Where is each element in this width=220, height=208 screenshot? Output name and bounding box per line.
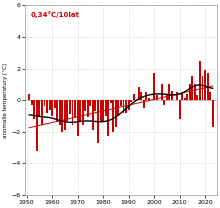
Bar: [163, 100, 165, 105]
Bar: [179, 100, 181, 119]
Bar: [31, 100, 33, 105]
Bar: [212, 100, 214, 127]
Bar: [82, 100, 84, 125]
Bar: [166, 95, 168, 100]
Bar: [184, 99, 186, 100]
Bar: [59, 100, 61, 125]
Bar: [209, 92, 211, 100]
Bar: [92, 100, 94, 130]
Bar: [110, 100, 112, 103]
Bar: [36, 100, 38, 151]
Bar: [138, 87, 140, 100]
Bar: [148, 99, 150, 100]
Bar: [207, 73, 209, 100]
Bar: [44, 100, 46, 106]
Bar: [133, 94, 135, 100]
Bar: [97, 100, 99, 143]
Bar: [87, 100, 89, 117]
Bar: [46, 100, 48, 113]
Bar: [84, 100, 86, 111]
Bar: [202, 76, 204, 100]
Bar: [161, 84, 163, 100]
Bar: [181, 92, 183, 100]
Bar: [38, 100, 40, 117]
Bar: [64, 100, 66, 130]
Bar: [72, 100, 73, 125]
Bar: [115, 100, 117, 127]
Bar: [56, 100, 58, 122]
Bar: [49, 100, 51, 110]
Bar: [196, 95, 198, 100]
Bar: [156, 95, 158, 100]
Bar: [120, 100, 122, 106]
Bar: [102, 100, 104, 122]
Bar: [140, 92, 142, 100]
Bar: [153, 73, 155, 100]
Bar: [125, 100, 127, 113]
Text: 0,34°C/10lat: 0,34°C/10lat: [31, 11, 80, 18]
Bar: [176, 92, 178, 100]
Bar: [171, 91, 173, 100]
Bar: [189, 84, 191, 100]
Y-axis label: anomalie temperatury [°C]: anomalie temperatury [°C]: [4, 63, 9, 137]
Bar: [28, 94, 30, 100]
Bar: [77, 100, 79, 136]
Bar: [194, 84, 196, 100]
Bar: [89, 100, 91, 106]
Bar: [112, 100, 114, 132]
Bar: [74, 100, 76, 117]
Bar: [79, 100, 81, 121]
Bar: [51, 100, 53, 116]
Bar: [169, 84, 170, 100]
Bar: [130, 100, 132, 102]
Bar: [54, 100, 56, 108]
Bar: [66, 100, 68, 121]
Bar: [105, 100, 107, 116]
Bar: [69, 100, 71, 114]
Bar: [100, 100, 101, 122]
Bar: [186, 94, 188, 100]
Bar: [199, 61, 201, 100]
Bar: [107, 100, 109, 136]
Bar: [117, 100, 119, 116]
Bar: [61, 100, 63, 132]
Bar: [33, 100, 35, 119]
Bar: [145, 92, 147, 100]
Bar: [143, 100, 145, 108]
Bar: [95, 100, 96, 111]
Bar: [123, 100, 125, 113]
Bar: [204, 70, 206, 100]
Bar: [191, 76, 193, 100]
Bar: [128, 100, 130, 110]
Bar: [41, 100, 43, 125]
